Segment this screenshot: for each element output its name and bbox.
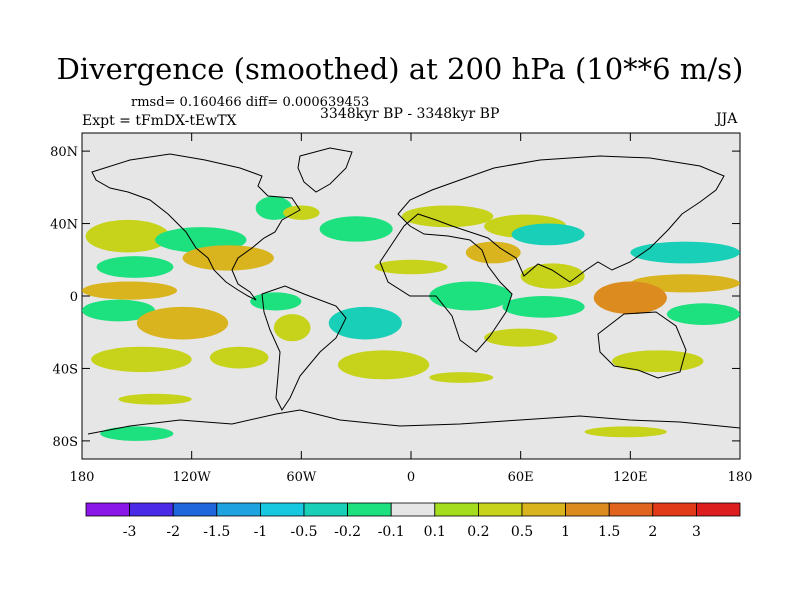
y-tick-label-0: 80N <box>50 145 78 160</box>
field-region-16 <box>118 393 192 405</box>
field-region-30 <box>666 303 740 325</box>
field-region-14 <box>328 306 402 340</box>
experiment-label: Expt = tFmDX-tEwTX <box>82 113 237 129</box>
colorbar: -3 -2 -1.5 -1 -0.5 -0.2 -0.1 0.1 0.2 0.5 1 1.5 2 3 <box>85 502 741 540</box>
field-region-4 <box>136 306 229 340</box>
colorbar-label-1: -2 <box>166 524 180 540</box>
field-region-24 <box>502 296 585 318</box>
x-tick-label-2: 60W <box>286 470 317 485</box>
map-axes: 180 120W 60W 0 60E 120E 180 80N 40N 0 40S 80S <box>50 133 752 485</box>
colorbar-label-11: 1.5 <box>598 524 620 540</box>
y-tick-label-3: 40S <box>53 362 78 377</box>
field-region-32 <box>100 426 174 441</box>
x-tick-label-0: 180 <box>70 470 95 485</box>
colorbar-swatch-10 <box>521 502 566 517</box>
x-tick-label-3: 0 <box>407 470 415 485</box>
colorbar-swatch-3 <box>216 502 261 517</box>
colorbar-swatch-0 <box>85 502 130 517</box>
coastline-australia <box>597 311 687 379</box>
colorbar-swatch-1 <box>129 502 174 517</box>
colorbar-swatch-13 <box>652 502 697 517</box>
field-region-23 <box>520 263 585 289</box>
colorbar-label-5: -0.2 <box>334 524 361 540</box>
coastline-south-america <box>261 285 347 411</box>
field-region-33 <box>584 426 667 438</box>
period-label: 3348kyr BP - 3348kyr BP <box>320 106 500 122</box>
colorbar-label-0: -3 <box>123 524 137 540</box>
field-region-3 <box>82 299 156 322</box>
x-tick-label-1: 120W <box>173 470 212 485</box>
field-region-9 <box>255 196 293 220</box>
coastline-north-america <box>91 153 301 301</box>
y-tick-label-4: 80S <box>53 435 78 450</box>
colorbar-label-10: 1 <box>561 524 570 540</box>
field-region-19 <box>429 281 512 311</box>
colorbar-swatch-9 <box>477 502 523 517</box>
field-region-10 <box>283 205 320 220</box>
field-region-12 <box>273 314 311 342</box>
colorbar-swatch-7 <box>390 502 436 517</box>
chart-title: Divergence (smoothed) at 200 hPa (10**6 … <box>56 52 744 86</box>
field-region-20 <box>465 241 521 264</box>
colorbar-label-3: -1 <box>254 524 268 540</box>
divergence-field-regions <box>82 196 741 441</box>
coastline-outlines <box>87 147 741 435</box>
field-region-15 <box>337 350 430 380</box>
coastline-antarctica <box>87 409 741 435</box>
y-tick-label-2: 0 <box>70 290 78 305</box>
colorbar-label-4: -0.5 <box>291 524 318 540</box>
colorbar-swatch-6 <box>347 502 392 517</box>
field-region-25 <box>484 328 558 347</box>
colorbar-label-13: 3 <box>692 524 701 540</box>
colorbar-swatch-12 <box>608 502 654 517</box>
colorbar-label-2: -1.5 <box>203 524 230 540</box>
field-region-0 <box>85 219 170 253</box>
season-label: JJA <box>716 111 738 127</box>
y-tick-label-1: 40N <box>50 218 78 233</box>
coastline-greenland <box>297 147 353 193</box>
x-tick-label-5: 120E <box>613 470 647 485</box>
colorbar-swatch-8 <box>434 502 479 517</box>
colorbar-swatch-4 <box>259 502 305 517</box>
field-region-29 <box>593 281 667 315</box>
field-region-17 <box>374 259 448 275</box>
colorbar-label-6: -0.1 <box>378 524 405 540</box>
field-region-5 <box>91 346 192 373</box>
colorbar-label-9: 0.5 <box>511 524 533 540</box>
field-region-22 <box>511 223 585 246</box>
colorbar-label-7: 0.1 <box>424 524 446 540</box>
stats-line: rmsd= 0.160466 diff= 0.000639453 <box>131 95 370 110</box>
colorbar-swatch-11 <box>565 502 610 517</box>
field-region-18 <box>401 205 494 228</box>
coastline-africa-eurasia <box>379 155 725 353</box>
field-region-13 <box>319 216 393 242</box>
colorbar-swatch-2 <box>172 502 218 517</box>
field-region-7 <box>182 245 274 271</box>
field-region-8 <box>209 346 269 369</box>
colorbar-swatch-14 <box>696 502 741 517</box>
field-region-27 <box>630 241 741 264</box>
field-region-31 <box>612 350 704 373</box>
colorbar-swatch-5 <box>303 502 348 517</box>
colorbar-label-8: 0.2 <box>467 524 489 540</box>
colorbar-label-12: 2 <box>648 524 657 540</box>
x-tick-label-4: 60E <box>508 470 534 485</box>
field-region-1 <box>96 256 174 278</box>
map-area <box>81 132 741 460</box>
x-tick-label-6: 180 <box>728 470 753 485</box>
field-region-26 <box>429 372 494 383</box>
field-region-11 <box>250 292 302 311</box>
field-region-2 <box>82 281 178 300</box>
